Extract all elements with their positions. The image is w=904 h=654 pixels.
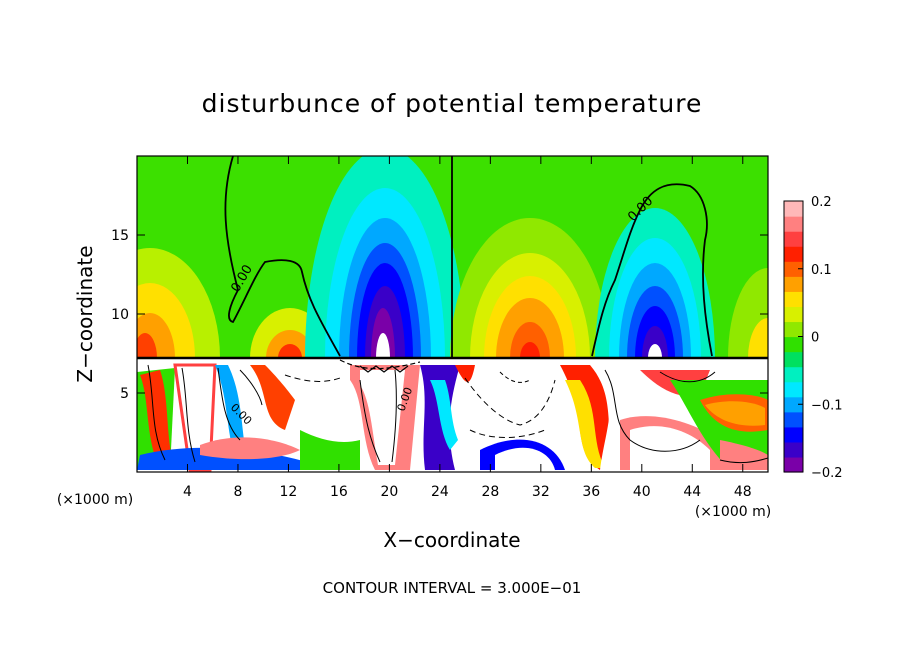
x-tick-label: 40 [633, 484, 651, 500]
colorbar-swatch [784, 456, 803, 473]
x-tick-label: 20 [380, 484, 398, 500]
y-tick-label: 5 [120, 386, 129, 402]
x-tick-label: 28 [481, 484, 499, 500]
y-axis-label: Z−coordinate [73, 245, 97, 382]
zero-contour-right [591, 183, 713, 357]
colorbar [784, 201, 803, 473]
colorbar-tick-label: 0 [811, 331, 819, 346]
zero-contour-left [224, 156, 341, 357]
colorbar-swatch [784, 396, 803, 413]
x-tick-label: 44 [683, 484, 701, 500]
colorbar-swatch [784, 276, 803, 292]
x-tick-label: 32 [532, 484, 550, 500]
colorbar-swatch [784, 441, 803, 458]
x-unit-label-left: (×1000 m) [57, 492, 133, 508]
x-tick-label: 8 [233, 484, 242, 500]
contour-lines [137, 156, 768, 464]
chart-title: disturbunce of potential temperature [202, 89, 703, 118]
lower-layer-anomalies [137, 363, 768, 472]
y-axis-ticks: 5 10 15 [111, 228, 768, 402]
contour-interval-note: CONTOUR INTERVAL = 3.000E−01 [323, 579, 582, 597]
colorbar-swatch [784, 231, 803, 247]
colorbar-swatch [784, 321, 803, 338]
x-tick-label: 4 [183, 484, 192, 500]
colorbar-swatch [784, 336, 803, 353]
colorbar-swatch [784, 246, 803, 262]
colorbar-swatch [784, 426, 803, 443]
x-tick-label: 48 [734, 484, 752, 500]
x-tick-label: 36 [582, 484, 600, 500]
colorbar-tick-label: −0.1 [811, 398, 843, 413]
x-tick-label: 12 [280, 484, 298, 500]
x-unit-label-right: (×1000 m) [695, 504, 771, 520]
colorbar-swatch [784, 351, 803, 368]
colorbar-ticks: 0.2 0.1 0 −0.1 −0.2 [798, 195, 843, 481]
x-tick-label: 16 [330, 484, 348, 500]
colorbar-swatch [784, 201, 803, 217]
colorbar-tick-label: 0.2 [811, 195, 832, 210]
x-axis-label: X−coordinate [383, 528, 520, 552]
colorbar-swatch [784, 261, 803, 277]
x-tick-label: 24 [431, 484, 449, 500]
colorbar-tick-label: 0.1 [811, 263, 832, 278]
colorbar-swatch [784, 216, 803, 232]
colorbar-swatch [784, 306, 803, 323]
y-tick-label: 15 [111, 228, 129, 244]
colorbar-tick-label: −0.2 [811, 466, 843, 481]
x-axis-ticks: 4 8 12 16 20 24 28 32 36 40 44 48 [183, 156, 752, 500]
plot-area: 0.00 0.00 0.00 0.00 [137, 156, 768, 472]
colorbar-swatch [784, 291, 803, 307]
y-tick-label: 10 [111, 307, 129, 323]
colorbar-swatch [784, 381, 803, 398]
colorbar-swatch [784, 366, 803, 383]
colorbar-swatch [784, 411, 803, 428]
